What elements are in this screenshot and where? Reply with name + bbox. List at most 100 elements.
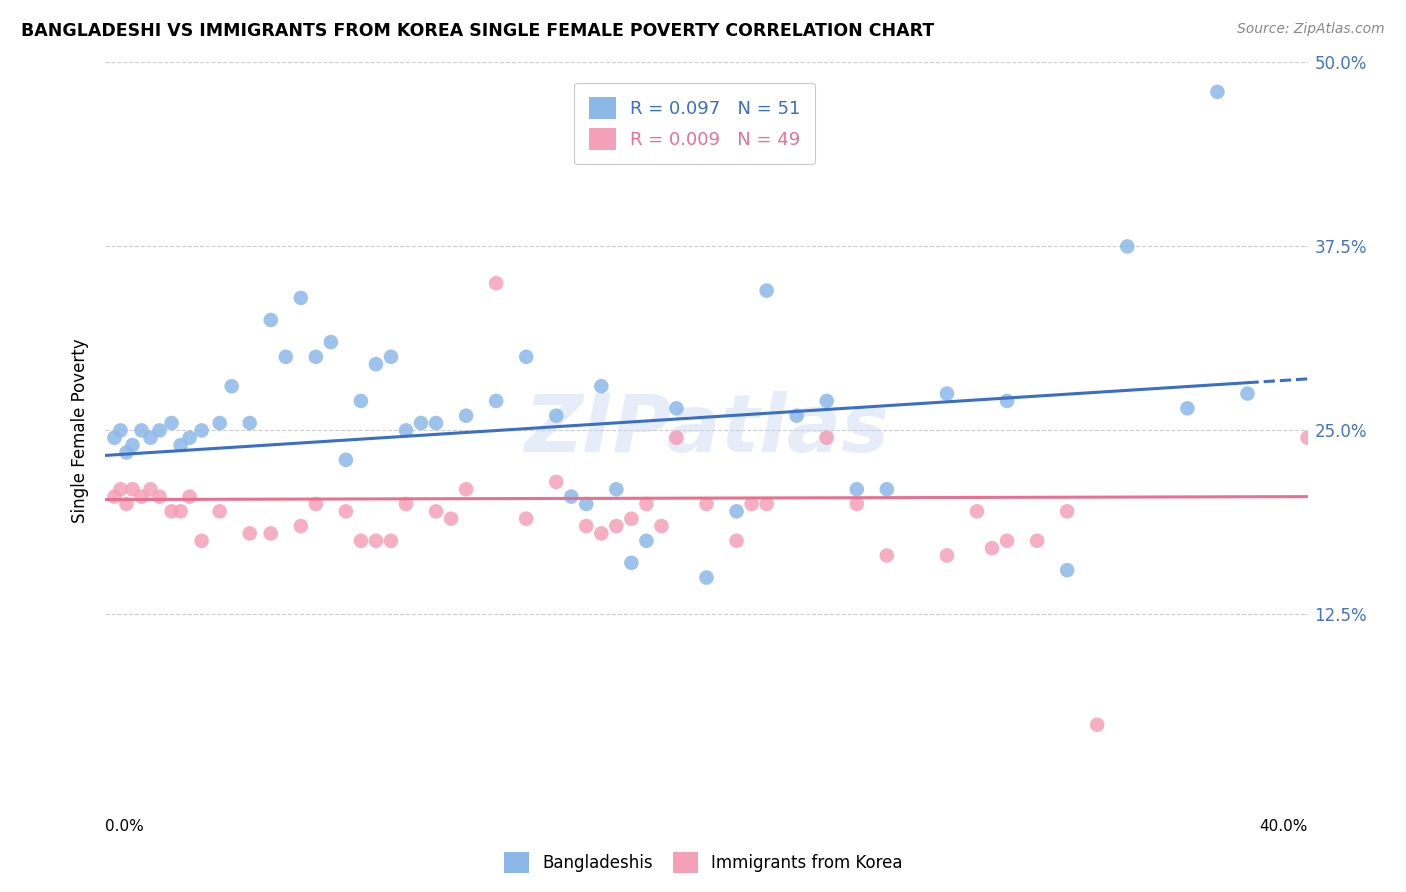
Point — [305, 497, 328, 511]
Point — [1085, 717, 1108, 731]
Text: ZIPatlas: ZIPatlas — [524, 392, 889, 469]
Point — [620, 511, 643, 525]
Point — [395, 497, 418, 511]
Point — [221, 379, 243, 393]
Point — [148, 424, 170, 438]
Point — [650, 519, 672, 533]
Point — [876, 483, 898, 497]
Point — [409, 416, 432, 430]
Point — [208, 416, 231, 430]
Point — [755, 284, 778, 298]
Point — [876, 549, 898, 563]
Point — [350, 393, 373, 408]
Point — [485, 393, 508, 408]
Point — [260, 526, 283, 541]
Point — [121, 438, 143, 452]
Point — [725, 504, 748, 518]
Point — [121, 483, 143, 497]
Point — [786, 409, 808, 423]
Point — [1026, 533, 1049, 548]
Point — [560, 490, 582, 504]
Point — [1116, 239, 1139, 253]
Point — [1056, 504, 1078, 518]
Point — [395, 424, 418, 438]
Point — [131, 424, 153, 438]
Point — [636, 497, 658, 511]
Point — [515, 350, 537, 364]
Point — [725, 533, 748, 548]
Point — [160, 416, 183, 430]
Point — [364, 533, 387, 548]
Point — [148, 490, 170, 504]
Point — [981, 541, 1004, 555]
Point — [139, 483, 162, 497]
Point — [179, 490, 201, 504]
Point — [755, 497, 778, 511]
Point — [425, 504, 447, 518]
Point — [815, 393, 838, 408]
Point — [179, 431, 201, 445]
Point — [239, 526, 262, 541]
Point — [274, 350, 297, 364]
Text: Source: ZipAtlas.com: Source: ZipAtlas.com — [1237, 22, 1385, 37]
Point — [515, 511, 537, 525]
Point — [440, 511, 463, 525]
Point — [1296, 431, 1319, 445]
Point — [380, 350, 402, 364]
Point — [546, 475, 568, 489]
Point — [995, 533, 1018, 548]
Point — [364, 357, 387, 371]
Point — [190, 424, 212, 438]
Point — [260, 313, 283, 327]
Point — [290, 519, 312, 533]
Y-axis label: Single Female Poverty: Single Female Poverty — [72, 338, 90, 523]
Point — [575, 497, 598, 511]
Point — [290, 291, 312, 305]
Text: BANGLADESHI VS IMMIGRANTS FROM KOREA SINGLE FEMALE POVERTY CORRELATION CHART: BANGLADESHI VS IMMIGRANTS FROM KOREA SIN… — [21, 22, 935, 40]
Point — [103, 490, 125, 504]
Point — [845, 483, 868, 497]
Point — [335, 504, 357, 518]
Point — [115, 445, 138, 459]
Point — [591, 379, 613, 393]
Point — [1206, 85, 1229, 99]
Legend: R = 0.097   N = 51, R = 0.009   N = 49: R = 0.097 N = 51, R = 0.009 N = 49 — [574, 82, 815, 164]
Point — [636, 533, 658, 548]
Legend: Bangladeshis, Immigrants from Korea: Bangladeshis, Immigrants from Korea — [496, 846, 910, 880]
Point — [546, 409, 568, 423]
Point — [575, 519, 598, 533]
Point — [139, 431, 162, 445]
Point — [1236, 386, 1258, 401]
Point — [845, 497, 868, 511]
Point — [454, 483, 477, 497]
Point — [620, 556, 643, 570]
Point — [115, 497, 138, 511]
Point — [995, 393, 1018, 408]
Text: 40.0%: 40.0% — [1260, 820, 1308, 834]
Point — [605, 483, 627, 497]
Point — [665, 401, 688, 416]
Point — [103, 431, 125, 445]
Point — [305, 350, 328, 364]
Point — [169, 504, 191, 518]
Point — [239, 416, 262, 430]
Point — [936, 386, 959, 401]
Point — [131, 490, 153, 504]
Point — [208, 504, 231, 518]
Point — [936, 549, 959, 563]
Point — [454, 409, 477, 423]
Point — [696, 497, 718, 511]
Point — [591, 526, 613, 541]
Point — [696, 571, 718, 585]
Point — [741, 497, 763, 511]
Point — [190, 533, 212, 548]
Point — [350, 533, 373, 548]
Point — [319, 334, 342, 349]
Point — [815, 431, 838, 445]
Point — [1175, 401, 1198, 416]
Point — [110, 483, 132, 497]
Point — [380, 533, 402, 548]
Text: 0.0%: 0.0% — [105, 820, 145, 834]
Point — [169, 438, 191, 452]
Point — [966, 504, 988, 518]
